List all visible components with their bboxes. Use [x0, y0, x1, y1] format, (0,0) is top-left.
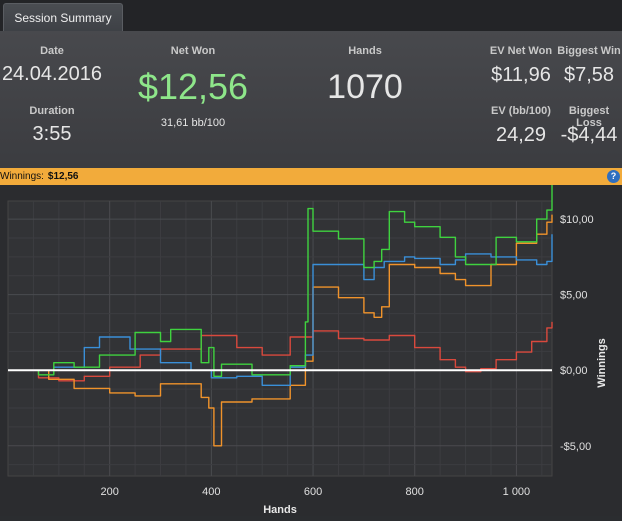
biggest-win-label: Biggest Win	[557, 45, 621, 57]
series-line-orange	[8, 214, 553, 447]
x-tick-label: 400	[202, 486, 220, 498]
ev-bb100-value: 24,29	[495, 124, 547, 146]
biggest-win-value: $7,58	[563, 64, 615, 86]
tab-bar: Session Summary	[0, 0, 622, 31]
summary-panel: Date 24.04.2016 Duration 3:55 Net Won $1…	[0, 31, 622, 168]
hands-label: Hands	[348, 45, 382, 57]
winnings-bar: Winnings: $12,56 ?	[0, 168, 622, 185]
x-ticks: 200 400 600 800 1 000	[101, 486, 531, 498]
x-tick-label: 1 000	[503, 486, 531, 498]
date-value: 24.04.2016	[1, 63, 103, 85]
y-tick-label: $10,00	[560, 214, 594, 226]
chart-svg: 200 400 600 800 1 000 -$5,00 $0,00 $5,00 $10,00…	[7, 180, 608, 516]
winnings-value: $12,56	[47, 171, 79, 182]
winnings-chart: 200 400 600 800 1 000 -$5,00 $0,00 $5,00 $10,00…	[0, 180, 622, 516]
plot-area	[7, 200, 553, 477]
y-axis-label: Winnings	[596, 338, 608, 387]
biggest-loss-label: Biggest Loss	[568, 105, 610, 129]
x-axis-label: Hands	[263, 504, 297, 516]
grid	[8, 201, 552, 476]
date-label: Date	[40, 45, 64, 57]
help-icon[interactable]: ?	[607, 170, 620, 183]
series-line-red	[8, 321, 553, 382]
biggest-loss-value: -$4,44	[560, 124, 618, 146]
bb100-value: 31,61 bb/100	[160, 117, 226, 129]
ev-net-won-value: $11,96	[491, 64, 551, 86]
x-tick-label: 600	[304, 486, 322, 498]
series-line-green	[8, 180, 553, 377]
hands-value: 1070	[327, 68, 403, 106]
winnings-label: Winnings:	[0, 171, 44, 182]
net-won-label: Net Won	[170, 45, 216, 57]
x-tick-label: 800	[406, 486, 424, 498]
y-tick-label: $0,00	[560, 365, 588, 377]
duration-label: Duration	[29, 105, 75, 117]
tab-session-summary[interactable]: Session Summary	[3, 3, 123, 31]
duration-value: 3:55	[32, 123, 72, 145]
ev-net-won-label: EV Net Won	[489, 45, 553, 57]
series-line-blue	[8, 234, 553, 386]
net-won-value: $12,56	[137, 66, 249, 107]
y-tick-label: -$5,00	[560, 441, 591, 453]
y-ticks: -$5,00 $0,00 $5,00 $10,00	[560, 214, 594, 453]
y-tick-label: $5,00	[560, 290, 588, 302]
x-tick-label: 200	[101, 486, 119, 498]
ev-bb100-label: EV (bb/100)	[491, 105, 551, 117]
series-lines	[8, 180, 553, 447]
